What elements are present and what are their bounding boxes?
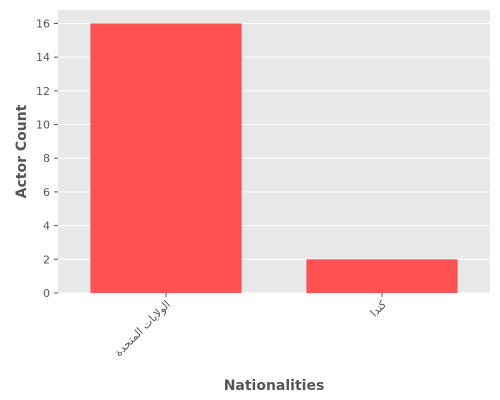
- bars: [90, 23, 458, 293]
- y-tick-label: 12: [36, 85, 50, 98]
- y-tick-label: 4: [43, 220, 50, 233]
- y-tick-label: 14: [36, 51, 50, 64]
- bar: [306, 259, 458, 293]
- x-tick-label: كندا: [368, 297, 390, 319]
- x-axis-label: Nationalities: [224, 378, 325, 394]
- x-tick-label: الولايات المتحدة: [112, 298, 173, 359]
- y-axis-label: Actor Count: [14, 104, 30, 198]
- y-tick-label: 10: [36, 119, 50, 132]
- x-axis-ticks: الولايات المتحدة كندا: [112, 293, 390, 359]
- y-axis-ticks: 0 2 4 6 8 10 12 14 16: [36, 17, 58, 300]
- bar: [90, 23, 242, 293]
- y-tick-label: 6: [43, 186, 50, 199]
- y-tick-label: 16: [36, 17, 50, 30]
- y-tick-label: 2: [43, 253, 50, 266]
- y-tick-label: 0: [43, 287, 50, 300]
- y-tick-label: 8: [43, 152, 50, 165]
